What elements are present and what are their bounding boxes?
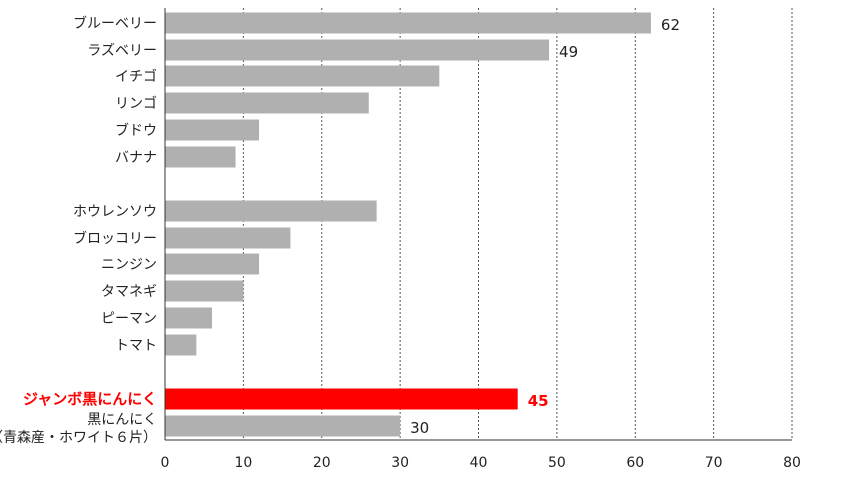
value-label-layer: 62 49 45 30 xyxy=(410,16,680,437)
category-label: 黒にんにく xyxy=(87,412,157,428)
category-label: タマネギ xyxy=(101,284,157,300)
category-label: ブドウ xyxy=(115,122,157,139)
category-label-layer: ブルーベリーラズベリーイチゴリンゴブドウバナナホウレンソウブロッコリーニンジンタ… xyxy=(0,15,157,446)
x-tick-label: 60 xyxy=(626,455,644,471)
x-tick-label: 70 xyxy=(705,455,723,471)
bar xyxy=(165,307,213,329)
x-tick-label: 40 xyxy=(470,455,488,471)
x-tick-label: 20 xyxy=(313,455,331,471)
x-axis: 0 10 20 30 40 50 60 70 80 xyxy=(161,8,801,471)
category-label: ホウレンソウ xyxy=(73,204,157,220)
bar xyxy=(165,119,260,141)
data-label: 45 xyxy=(528,392,549,410)
bar xyxy=(165,415,401,437)
category-label: ブロッコリー xyxy=(73,230,157,247)
bar xyxy=(165,12,651,34)
bar xyxy=(165,92,369,114)
bar xyxy=(165,280,244,302)
bar xyxy=(165,65,440,87)
x-tick-label: 80 xyxy=(783,455,801,471)
x-tick-label: 10 xyxy=(234,455,252,471)
bar xyxy=(165,39,550,61)
category-label: トマト xyxy=(115,338,157,354)
category-label: ラズベリー xyxy=(87,43,157,59)
bar xyxy=(165,388,518,410)
bar xyxy=(165,200,377,222)
data-label: 62 xyxy=(661,16,680,34)
category-label: ジャンボ黒にんにく xyxy=(23,390,157,408)
category-label: リンゴ xyxy=(115,95,157,112)
bar xyxy=(165,146,236,168)
data-label: 49 xyxy=(559,43,578,61)
bar xyxy=(165,227,291,249)
category-label: ブルーベリー xyxy=(73,15,157,32)
bar-layer xyxy=(165,12,651,437)
category-label: ピーマン xyxy=(101,311,157,327)
x-tick-label: 30 xyxy=(391,455,409,471)
bar xyxy=(165,253,260,275)
category-label: イチゴ xyxy=(115,68,157,85)
x-tick-label: 50 xyxy=(548,455,566,471)
category-label: バナナ xyxy=(115,150,157,166)
category-label: ニンジン xyxy=(101,257,157,273)
bar xyxy=(165,334,197,356)
data-label: 30 xyxy=(410,419,429,437)
category-label-line2: （青森産・ホワイト６片） xyxy=(0,430,157,446)
x-tick-label: 0 xyxy=(161,455,170,471)
